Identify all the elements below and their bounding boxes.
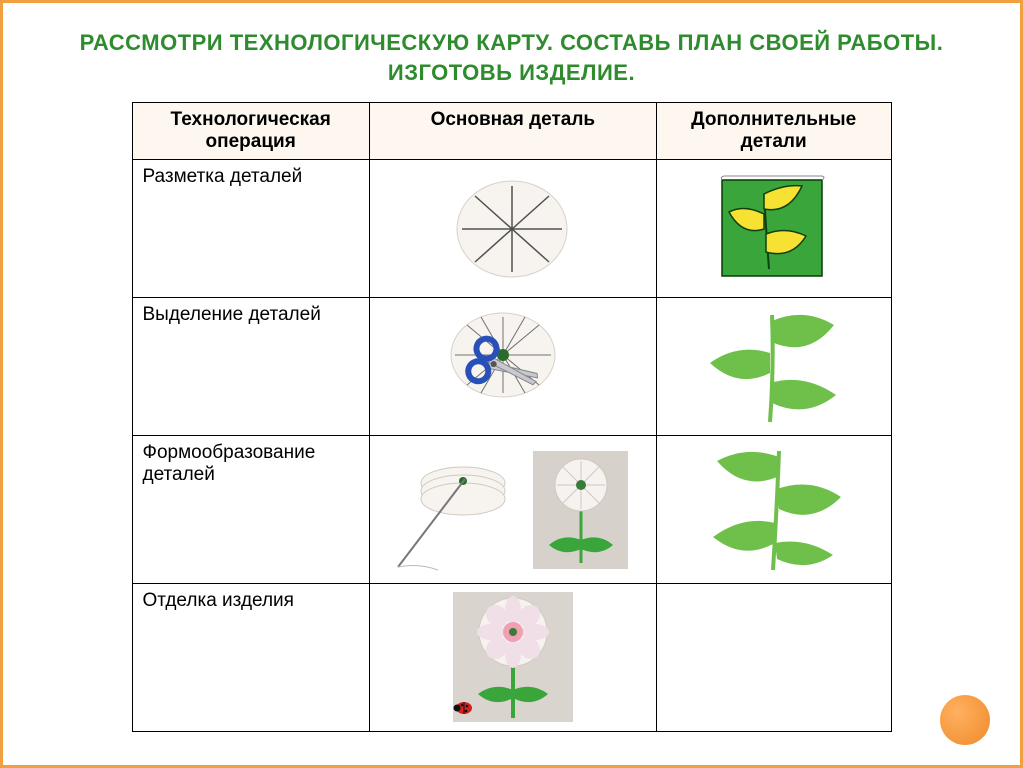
op-cell: Выделение деталей (132, 298, 369, 436)
op-cell: Формообразование деталей (132, 436, 369, 584)
header-main-detail: Основная деталь (369, 103, 656, 160)
main-detail-cell (369, 436, 656, 584)
additional-detail-cell (656, 160, 891, 298)
finished-flower-icon (448, 590, 578, 725)
additional-detail-cell (656, 436, 891, 584)
op-label: Формообразование деталей (143, 442, 316, 485)
additional-detail-cell (656, 584, 891, 732)
marking-disc-icon (450, 174, 575, 284)
slide-frame: РАССМОТРИ ТЕХНОЛОГИЧЕСКУЮ КАРТУ. СОСТАВЬ… (0, 0, 1023, 768)
cut-leaves-stem-icon (704, 307, 844, 427)
forming-flower-icon (393, 445, 633, 575)
additional-detail-cell (656, 298, 891, 436)
corner-dot-icon (940, 695, 990, 745)
header-additional-details: Дополнительные детали (656, 103, 891, 160)
op-label: Отделка изделия (143, 590, 294, 611)
table-header-row: Технологическая операция Основная деталь… (132, 103, 891, 160)
cutting-disc-scissors-icon (433, 307, 593, 427)
table-row: Отделка изделия (132, 584, 891, 732)
op-label: Разметка деталей (143, 166, 303, 187)
leaves-branch-icon (699, 445, 849, 575)
main-detail-cell (369, 298, 656, 436)
main-detail-cell (369, 584, 656, 732)
table-row: Выделение деталей (132, 298, 891, 436)
leaf-pattern-square-icon (714, 174, 834, 284)
table-row: Формообразование деталей (132, 436, 891, 584)
op-cell: Разметка деталей (132, 160, 369, 298)
tech-table: Технологическая операция Основная деталь… (132, 102, 892, 732)
op-cell: Отделка изделия (132, 584, 369, 732)
slide-title: РАССМОТРИ ТЕХНОЛОГИЧЕСКУЮ КАРТУ. СОСТАВЬ… (3, 3, 1020, 102)
header-operation: Технологическая операция (132, 103, 369, 160)
tech-table-wrap: Технологическая операция Основная деталь… (132, 102, 892, 732)
op-label: Выделение деталей (143, 304, 321, 325)
main-detail-cell (369, 160, 656, 298)
table-row: Разметка деталей (132, 160, 891, 298)
